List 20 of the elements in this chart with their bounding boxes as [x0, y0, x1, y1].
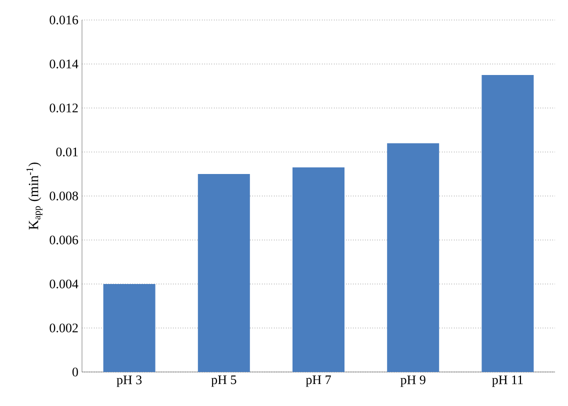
y-tick-label: 0.002 — [50, 324, 78, 332]
y-tick-label: 0.01 — [56, 148, 78, 156]
x-tick-label: pH 7 — [306, 376, 331, 387]
y-tick-label: 0.008 — [50, 192, 78, 200]
y-tick-label: 0.004 — [50, 280, 78, 288]
y-tick-label: 0.016 — [50, 16, 78, 24]
y-tick-label: 0 — [72, 368, 78, 376]
bar — [198, 174, 250, 372]
bar — [292, 167, 344, 372]
y-tick-label: 0.012 — [50, 104, 78, 112]
x-tick-label: pH 5 — [211, 376, 236, 387]
bar — [103, 284, 156, 372]
x-tick-label: pH 9 — [400, 376, 426, 387]
bar — [482, 74, 534, 372]
y-axis-title: K$_{app}$ (min$^{-1}$) — [26, 162, 42, 230]
bar — [387, 143, 440, 372]
y-tick-label: 0.014 — [50, 60, 78, 68]
y-tick-label: 0.006 — [50, 236, 78, 244]
x-tick-label: pH 3 — [116, 376, 142, 387]
x-tick-label: pH 11 — [492, 376, 523, 387]
